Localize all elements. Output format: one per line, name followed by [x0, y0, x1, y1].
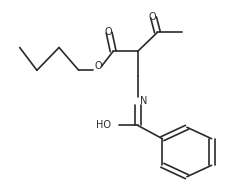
Text: N: N [140, 96, 148, 106]
Text: O: O [95, 61, 102, 70]
Text: HO: HO [96, 120, 111, 130]
Text: O: O [149, 12, 156, 22]
Text: O: O [105, 27, 112, 37]
